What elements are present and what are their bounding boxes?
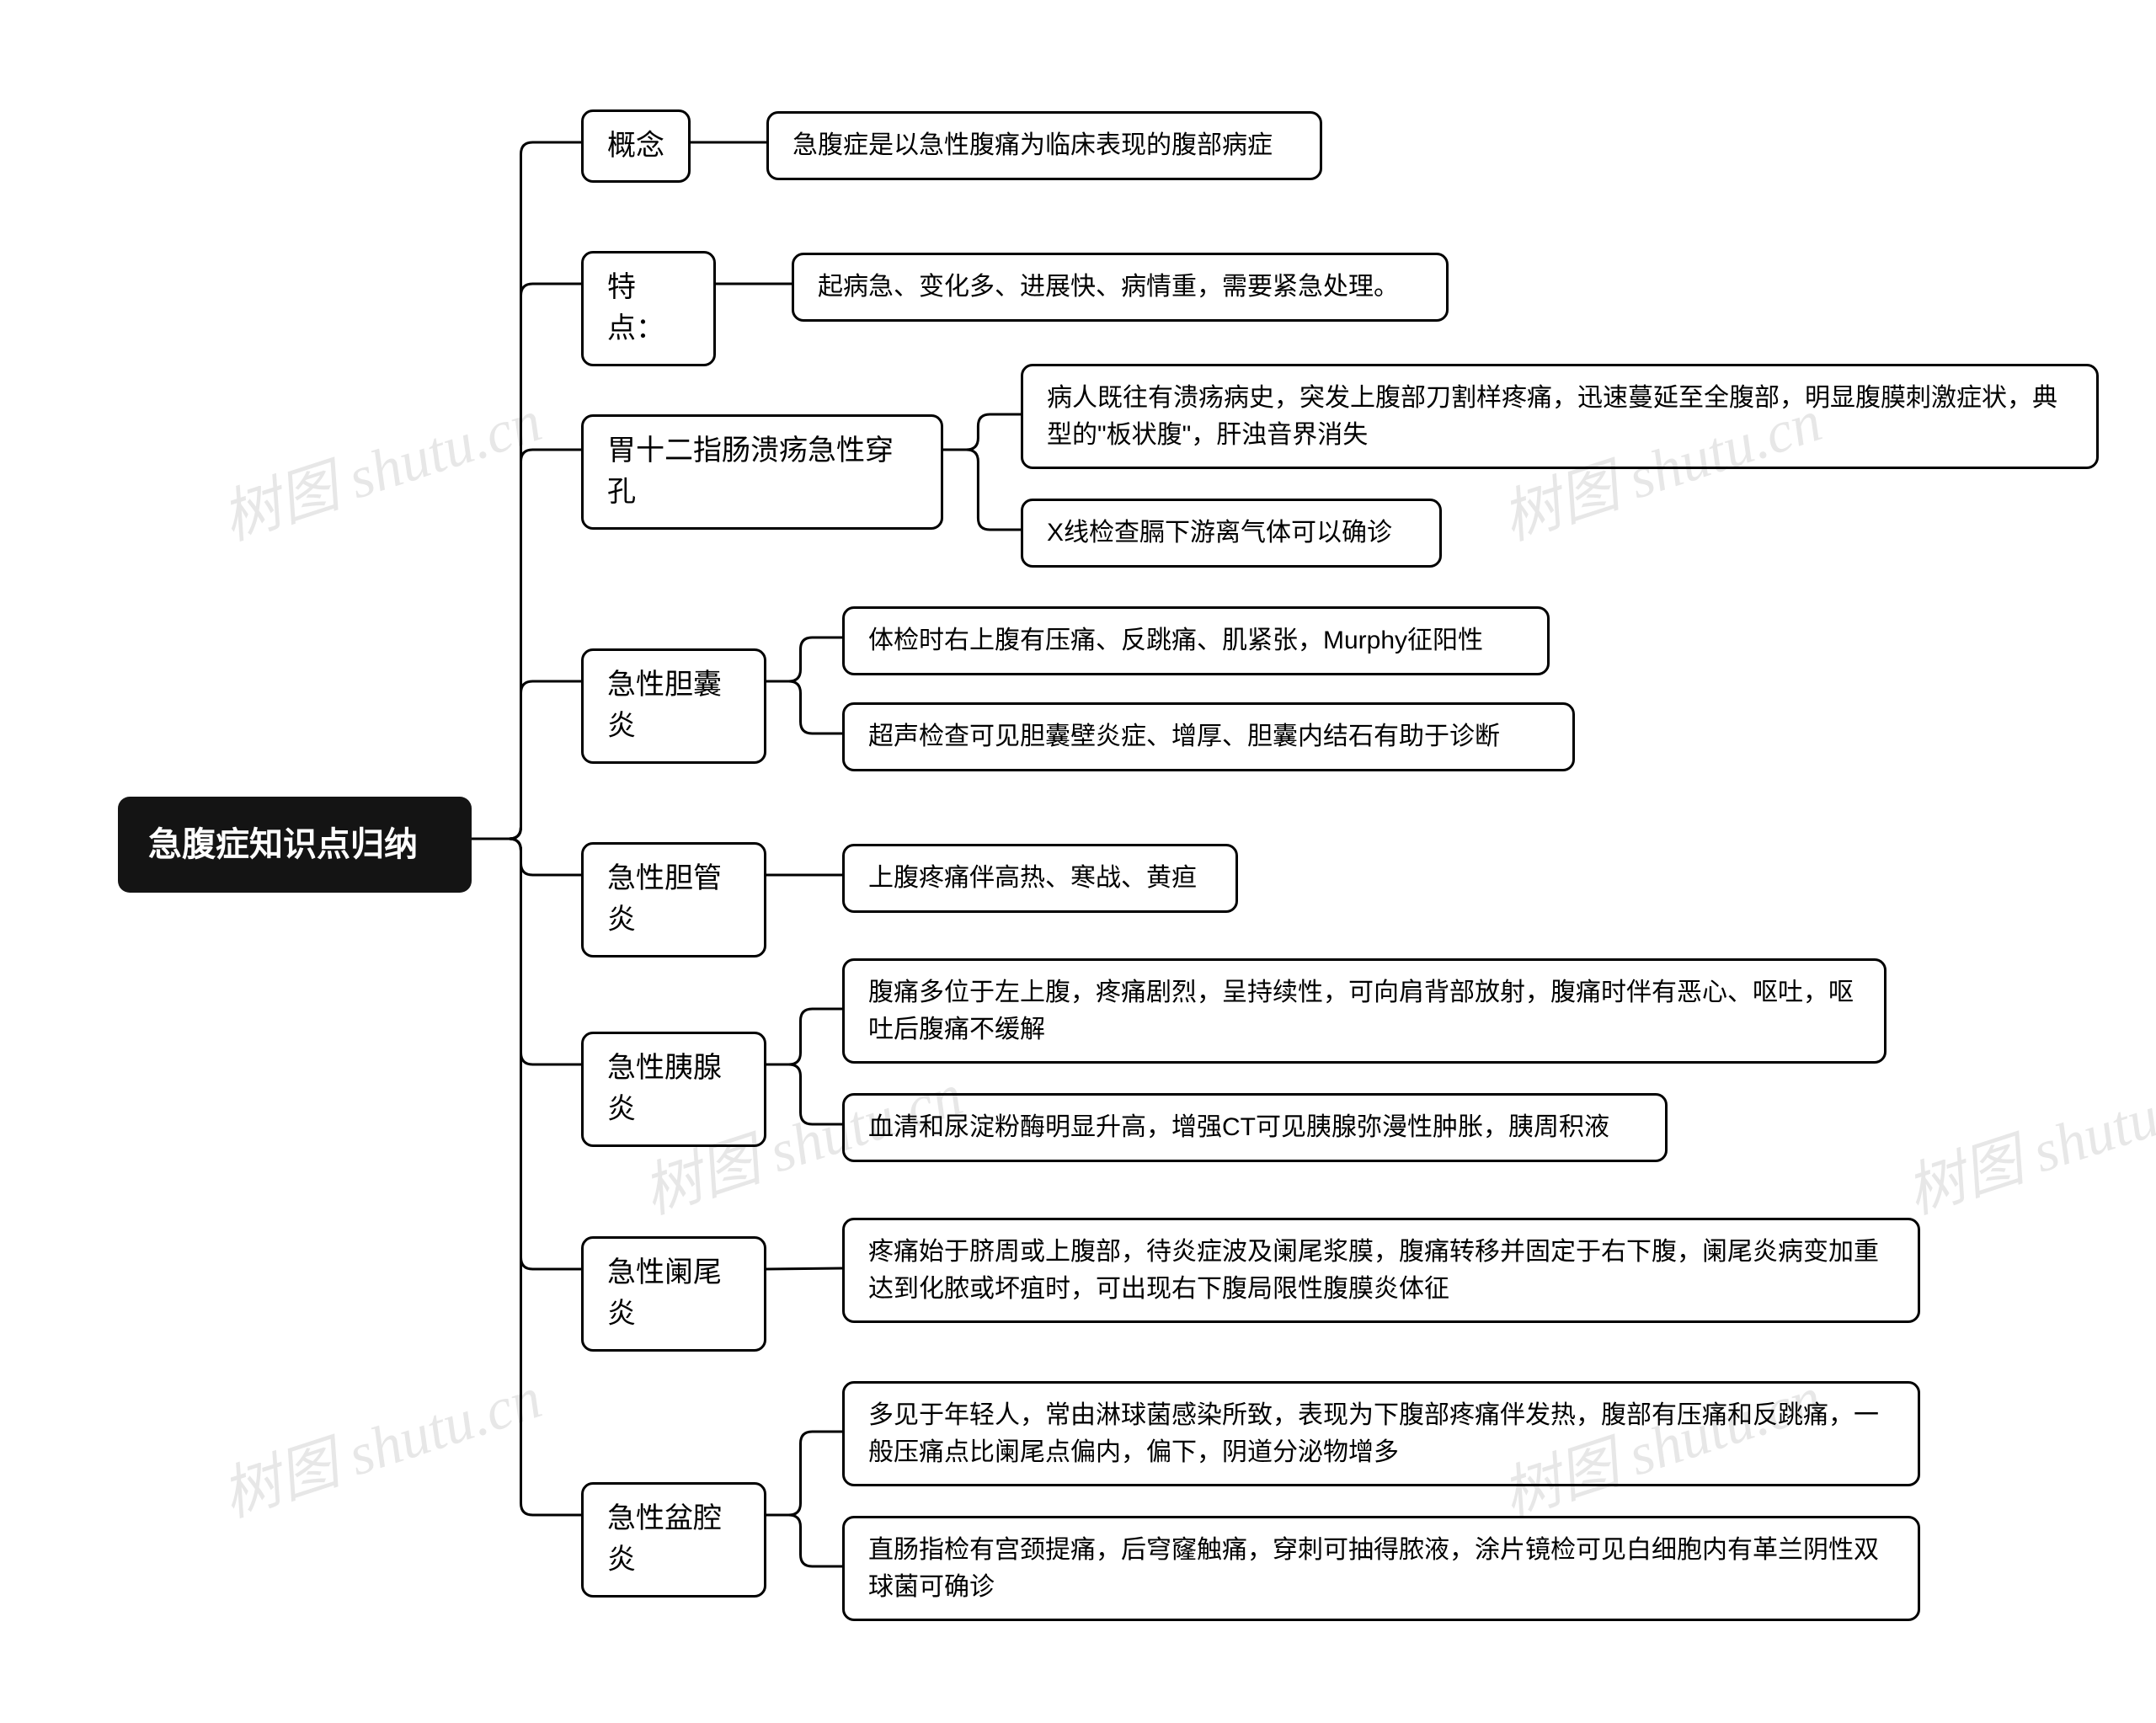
- node-n3_2: X线检查膈下游离气体可以确诊: [1021, 499, 1442, 568]
- watermark: 树图 shutu.cn: [210, 1351, 551, 1534]
- watermark-text: 树图 shutu.cn: [215, 1366, 549, 1530]
- connector: [472, 142, 581, 839]
- node-n1_1: 急腹症是以急性腹痛为临床表现的腹部病症: [766, 111, 1322, 180]
- node-label: 病人既往有溃疡病史，突发上腹部刀割样疼痛，迅速蔓延至全腹部，明显腹膜刺激症状，典…: [1047, 380, 2073, 453]
- node-label: 特点：: [607, 267, 690, 350]
- node-n4: 急性胆囊炎: [581, 648, 766, 764]
- node-label: 急性胆囊炎: [607, 664, 740, 748]
- connector: [766, 1432, 842, 1515]
- connector: [472, 839, 581, 1064]
- node-label: 上腹疼痛伴高热、寒战、黄疸: [868, 860, 1197, 897]
- connector: [472, 284, 581, 839]
- node-label: 急性阑尾炎: [607, 1252, 740, 1336]
- node-n2: 特点：: [581, 251, 716, 366]
- node-label: 腹痛多位于左上腹，疼痛剧烈，呈持续性，可向肩背部放射，腹痛时伴有恶心、呕吐，呕吐…: [868, 974, 1860, 1048]
- node-label: 胃十二指肠溃疡急性穿孔: [607, 430, 917, 514]
- node-n7_1: 疼痛始于脐周或上腹部，待炎症波及阑尾浆膜，腹痛转移并固定于右下腹，阑尾炎病变加重…: [842, 1218, 1920, 1323]
- node-label: 疼痛始于脐周或上腹部，待炎症波及阑尾浆膜，腹痛转移并固定于右下腹，阑尾炎病变加重…: [868, 1234, 1894, 1307]
- connector: [472, 681, 581, 839]
- node-n5: 急性胆管炎: [581, 842, 766, 958]
- connector: [766, 1064, 842, 1124]
- node-label: 急性胆管炎: [607, 858, 740, 942]
- node-n7: 急性阑尾炎: [581, 1236, 766, 1352]
- node-n3_1: 病人既往有溃疡病史，突发上腹部刀割样疼痛，迅速蔓延至全腹部，明显腹膜刺激症状，典…: [1021, 364, 2099, 469]
- node-n3: 胃十二指肠溃疡急性穿孔: [581, 414, 943, 530]
- node-label: 多见于年轻人，常由淋球菌感染所致，表现为下腹部疼痛伴发热，腹部有压痛和反跳痛，一…: [868, 1397, 1894, 1470]
- connector: [766, 1515, 842, 1566]
- node-label: 起病急、变化多、进展快、病情重，需要紧急处理。: [818, 269, 1399, 306]
- connector: [766, 1009, 842, 1064]
- node-label: 超声检查可见胆囊壁炎症、增厚、胆囊内结石有助于诊断: [868, 718, 1500, 755]
- node-n4_1: 体检时右上腹有压痛、反跳痛、肌紧张，Murphy征阳性: [842, 606, 1550, 675]
- connector: [766, 1268, 842, 1269]
- watermark-text: 树图 shutu.cn: [215, 389, 549, 553]
- node-label: 急性胰腺炎: [607, 1048, 740, 1131]
- watermark-text: 树图 shutu.cn: [1899, 1063, 2156, 1227]
- node-label: 概念: [607, 125, 664, 167]
- node-n1: 概念: [581, 109, 691, 183]
- node-label: 急腹症是以急性腹痛为临床表现的腹部病症: [792, 127, 1273, 164]
- node-label: 急性盆腔炎: [607, 1498, 740, 1582]
- root-node: 急腹症知识点归纳: [118, 797, 472, 893]
- node-label: 急腹症知识点归纳: [148, 820, 418, 869]
- node-n2_1: 起病急、变化多、进展快、病情重，需要紧急处理。: [792, 253, 1449, 322]
- connector: [943, 450, 1021, 530]
- node-label: 直肠指检有宫颈提痛，后穹窿触痛，穿刺可抽得脓液，涂片镜检可见白细胞内有革兰阴性双…: [868, 1532, 1894, 1605]
- node-n8: 急性盆腔炎: [581, 1482, 766, 1598]
- connector: [472, 450, 581, 839]
- node-n4_2: 超声检查可见胆囊壁炎症、增厚、胆囊内结石有助于诊断: [842, 702, 1575, 771]
- connector: [943, 414, 1021, 450]
- connector: [472, 839, 581, 1269]
- node-n5_1: 上腹疼痛伴高热、寒战、黄疸: [842, 844, 1238, 913]
- watermark: 树图 shutu.cn: [210, 374, 551, 557]
- connector: [472, 839, 581, 875]
- connector: [766, 637, 842, 681]
- node-n6_2: 血清和尿淀粉酶明显升高，增强CT可见胰腺弥漫性肿胀，胰周积液: [842, 1093, 1668, 1162]
- node-n8_2: 直肠指检有宫颈提痛，后穹窿触痛，穿刺可抽得脓液，涂片镜检可见白细胞内有革兰阴性双…: [842, 1516, 1920, 1621]
- node-label: 体检时右上腹有压痛、反跳痛、肌紧张，Murphy征阳性: [868, 622, 1483, 659]
- node-label: X线检查膈下游离气体可以确诊: [1047, 515, 1392, 552]
- node-n6_1: 腹痛多位于左上腹，疼痛剧烈，呈持续性，可向肩背部放射，腹痛时伴有恶心、呕吐，呕吐…: [842, 958, 1886, 1064]
- node-n8_1: 多见于年轻人，常由淋球菌感染所致，表现为下腹部疼痛伴发热，腹部有压痛和反跳痛，一…: [842, 1381, 1920, 1486]
- connector: [766, 681, 842, 733]
- node-label: 血清和尿淀粉酶明显升高，增强CT可见胰腺弥漫性肿胀，胰周积液: [868, 1109, 1609, 1146]
- connector: [472, 839, 581, 1515]
- node-n6: 急性胰腺炎: [581, 1032, 766, 1147]
- watermark: 树图 shutu.cn: [1894, 1048, 2156, 1230]
